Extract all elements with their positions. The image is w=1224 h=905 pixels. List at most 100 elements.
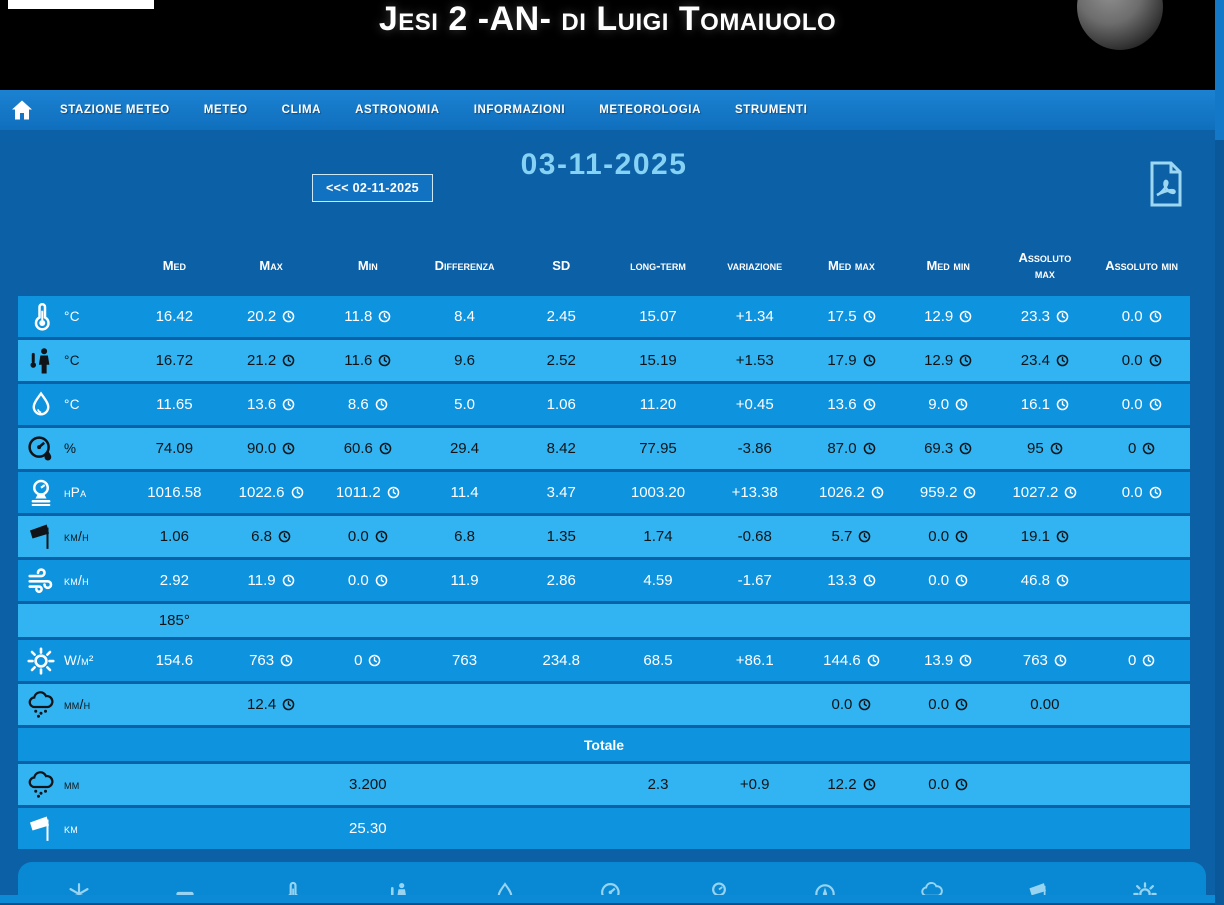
value-cell: 8.42: [546, 440, 576, 457]
unit-label: km/h: [64, 573, 89, 588]
time-icon: [282, 398, 295, 411]
droplet-icon[interactable]: [492, 881, 518, 895]
sun-icon[interactable]: [1132, 881, 1158, 895]
value-cell: 20.2: [223, 308, 320, 325]
content: <<< 02-11-2025 03-11-2025 Med Max Min Diffe…: [0, 130, 1215, 905]
home-icon[interactable]: [10, 98, 34, 122]
droplet-icon: [498, 882, 513, 895]
value-cell: 23.4: [997, 352, 1094, 369]
value-cell: 15.19: [639, 352, 677, 369]
value-cell: 11.65: [156, 396, 193, 413]
value-cell: 68.5: [643, 652, 673, 669]
table-row: % 74.09 90.0 60.6 29.4 8.42 77.95 -3.86 87.0 69.3…: [18, 428, 1190, 469]
bar-icon[interactable]: [172, 881, 198, 895]
unit-label: °C: [64, 309, 80, 324]
column-header: long-term: [630, 257, 686, 273]
value-cell: 0.0: [900, 696, 997, 713]
time-icon: [859, 530, 871, 543]
nav-item-informazioni[interactable]: INFORMAZIONI: [473, 104, 566, 116]
value-cell: 60.6: [319, 440, 416, 457]
time-icon: [1065, 486, 1077, 499]
prev-day-button[interactable]: <<< 02-11-2025: [312, 174, 433, 202]
time-icon: [379, 310, 391, 323]
time-icon: [863, 310, 875, 323]
unit-label: °C: [64, 353, 80, 368]
rain-icon[interactable]: [919, 881, 945, 895]
value-cell: 763: [997, 652, 1094, 669]
humidity-gauge-icon: [18, 434, 64, 464]
panel-icons: [66, 881, 1159, 895]
table-row: mm/h 12.4 0.0 0.0 0.00: [18, 684, 1190, 725]
value-cell: 4.59: [643, 572, 673, 589]
value-cell: 11.9: [223, 572, 320, 589]
section-row-totale: Totale: [18, 728, 1190, 761]
windsock-icon[interactable]: [1026, 881, 1052, 895]
value-cell: 0.0: [900, 572, 997, 589]
nav-item-stazione-meteo[interactable]: STAZIONE METEO: [60, 104, 170, 116]
time-icon: [955, 398, 968, 411]
time-icon: [955, 574, 968, 587]
person-thermometer-icon[interactable]: [386, 881, 412, 895]
time-icon: [959, 654, 972, 667]
value-cell: 0: [319, 652, 416, 669]
pdf-download-icon[interactable]: [1141, 158, 1189, 215]
unit-label: %: [64, 441, 77, 456]
value-cell: 1.06: [546, 396, 576, 413]
value-cell: 3.47: [546, 484, 576, 501]
rain-icon: [18, 770, 64, 800]
value-cell: 0.0: [803, 696, 900, 713]
compass-icon[interactable]: [812, 881, 838, 895]
table-row: km/h 1.06 6.8 0.0 6.8 1.35 1.74 -0.68 5.7 0.0 19.1: [18, 516, 1190, 557]
time-icon: [1050, 442, 1063, 455]
nav-item-clima[interactable]: CLIMA: [281, 104, 322, 116]
value-cell: +86.1: [735, 652, 774, 669]
value-cell: 0: [1093, 440, 1190, 457]
table-row: mm 3.200 2.3 +0.9 12.2 0.0: [18, 764, 1190, 805]
time-icon: [282, 574, 294, 587]
snowflake-icon[interactable]: [66, 881, 92, 895]
nav-item-meteo[interactable]: METEO: [203, 104, 248, 116]
value-cell: 8.6: [319, 396, 416, 413]
value-cell: 11.20: [639, 396, 677, 413]
scrollbar-thumb[interactable]: [1215, 0, 1224, 140]
nav-item-astronomia[interactable]: ASTRONOMIA: [355, 104, 440, 116]
unit-label: mm: [64, 777, 80, 792]
column-header: Max: [259, 257, 283, 273]
value-cell: 1.06: [159, 528, 189, 545]
value-cell: 13.6: [223, 396, 320, 413]
nav-item-meteorologia[interactable]: METEOROLOGIA: [599, 104, 701, 116]
barometer-icon[interactable]: [706, 881, 732, 895]
windsock-icon: [18, 522, 64, 552]
bar-icon: [176, 891, 194, 895]
humidity-gauge-icon[interactable]: [599, 881, 625, 895]
scrollbar-track[interactable]: [1215, 0, 1224, 905]
value-cell: 19.1: [997, 528, 1094, 545]
value-cell: 12.9: [900, 308, 997, 325]
windsock-icon: [30, 524, 49, 549]
value-cell: 13.3: [803, 572, 900, 589]
time-icon: [280, 654, 293, 667]
time-icon: [282, 310, 295, 323]
value-cell: 1.35: [546, 528, 576, 545]
rain-icon: [18, 690, 64, 720]
time-icon: [1054, 654, 1067, 667]
value-cell: +0.9: [739, 776, 770, 793]
value-cell: 11.4: [450, 484, 479, 501]
time-icon: [959, 354, 972, 367]
time-icon: [375, 398, 388, 411]
compass-icon: [815, 884, 836, 895]
value-cell: 46.8: [997, 572, 1094, 589]
value-cell: +13.38: [731, 484, 778, 501]
time-icon: [863, 442, 875, 455]
value-cell: 1022.6: [223, 484, 320, 501]
thermometer-icon[interactable]: [279, 881, 305, 895]
time-icon: [871, 486, 884, 499]
moon-phase-image: [1077, 0, 1163, 50]
value-cell: +1.53: [735, 352, 774, 369]
nav-item-strumenti[interactable]: STRUMENTI: [734, 104, 808, 116]
table-row: °C 11.65 13.6 8.6 5.0 1.06 11.20 +0.45 13.6 9.0 16…: [18, 384, 1190, 425]
value-cell: -1.67: [737, 572, 772, 589]
time-icon: [1056, 354, 1069, 367]
humidity-gauge-icon: [601, 883, 620, 895]
time-icon: [867, 654, 880, 667]
